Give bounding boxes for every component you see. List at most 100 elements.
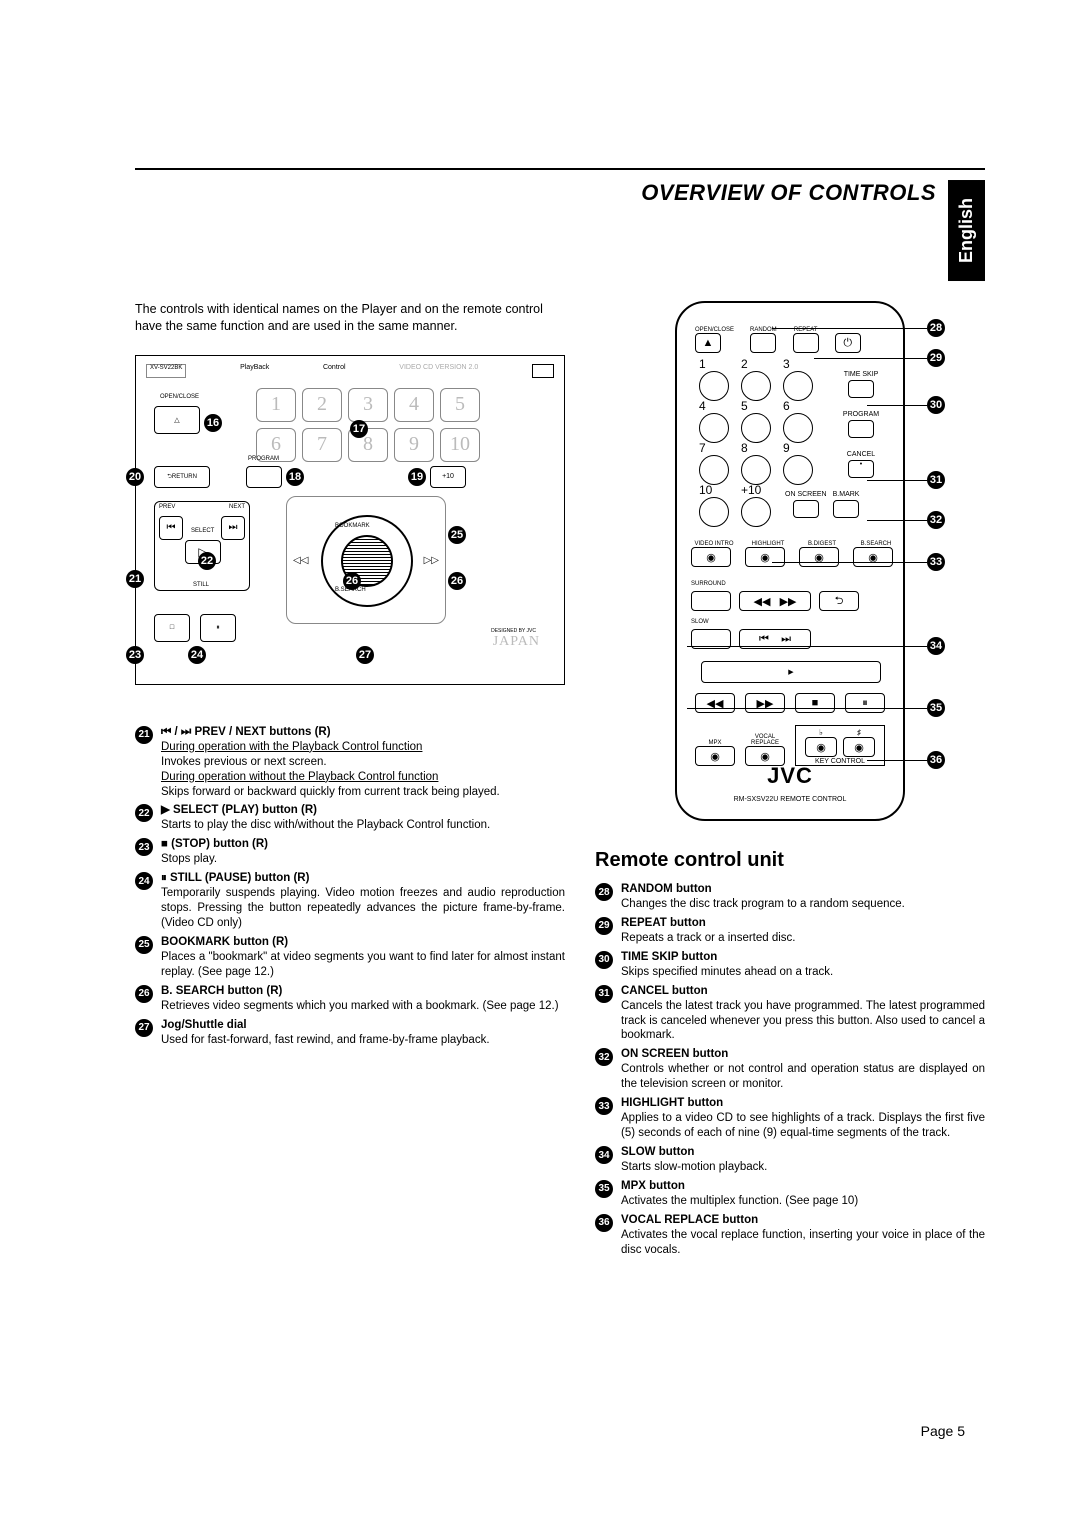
rm-n7: 7	[699, 441, 706, 455]
desc-item-31: 31CANCEL buttonCancels the latest track …	[595, 984, 985, 1044]
callout-21: 21	[126, 570, 144, 588]
rm-row-mpx: MPX◉ VOCAL REPLACE◉ ♭◉ ♯◉ KEY CONTROL	[695, 725, 885, 766]
rm-play-row: ▶	[701, 661, 881, 683]
desc-line: Starts to play the disc with/without the…	[161, 819, 490, 831]
pd-open-close: △	[154, 406, 200, 434]
desc-item-32: 32ON SCREEN buttonControls whether or no…	[595, 1047, 985, 1092]
rm-surround-label: SURROUND	[691, 581, 726, 587]
top-rule	[135, 168, 985, 170]
desc-line: Repeats a track or a inserted disc.	[621, 932, 796, 944]
desc-num: 29	[595, 917, 613, 935]
desc-item-28: 28RANDOM buttonChanges the disc track pr…	[595, 882, 985, 912]
desc-num: 36	[595, 1214, 613, 1232]
pd-num-1: 1	[256, 388, 296, 422]
desc-num: 35	[595, 1180, 613, 1198]
callout-22: 22	[198, 552, 216, 570]
content-columns: The controls with identical names on the…	[135, 301, 985, 1262]
desc-num: 27	[135, 1019, 153, 1037]
page-number: Page 5	[921, 1423, 965, 1439]
desc-line: Stops play.	[161, 853, 217, 865]
callout-26: 26	[448, 572, 466, 590]
rm-nplus10: +10	[741, 483, 761, 497]
pd-program	[246, 466, 282, 488]
desc-body: VOCAL REPLACE button Activates the vocal …	[621, 1213, 985, 1258]
rm-n3: 3	[783, 357, 790, 371]
rm-n10: 10	[699, 483, 712, 497]
rc-35: 35	[927, 699, 945, 717]
pd-plus10: +10	[430, 466, 466, 488]
desc-title: ⏸ STILL (PAUSE) button (R)	[161, 872, 309, 884]
remote-diagram: OPEN/CLOSE▲ RANDOM REPEAT ⏻ 1 2 3 4 5 6 …	[675, 301, 905, 821]
callout-23: 23	[126, 646, 144, 664]
rm-n9: 9	[783, 441, 790, 455]
desc-num: 32	[595, 1048, 613, 1066]
rm-logo: JVC	[677, 763, 903, 789]
callout-25: 25	[448, 526, 466, 544]
desc-line: Temporarily suspends playing. Video moti…	[161, 887, 565, 929]
callout-26b: 26	[343, 572, 361, 590]
rm-play: ▶	[701, 661, 881, 683]
desc-body: MPX buttonActivates the multiplex functi…	[621, 1179, 985, 1209]
callout-16: 16	[204, 414, 222, 432]
pd-still: ⏸	[200, 614, 236, 642]
desc-title: HIGHLIGHT button	[621, 1097, 723, 1109]
desc-line: During operation with the Playback Contr…	[161, 741, 422, 753]
desc-line: Activates the vocal replace function, in…	[621, 1229, 985, 1256]
desc-line: Used for fast-forward, fast rewind, and …	[161, 1034, 490, 1046]
rm-open-label: OPEN/CLOSE	[695, 327, 734, 333]
rm-repeat	[793, 333, 819, 353]
desc-num: 33	[595, 1097, 613, 1115]
pd-jog-box: BOOKMARK B.SEARCH ◁◁ ▷▷	[286, 496, 446, 624]
pd-japan: JAPAN	[493, 634, 540, 650]
callout-19: 19	[408, 468, 426, 486]
desc-title: CANCEL button	[621, 985, 708, 997]
desc-line: Controls whether or not control and oper…	[621, 1063, 985, 1090]
desc-body: ▶ SELECT (PLAY) button (R) Starts to play…	[161, 803, 565, 833]
desc-item-22: 22 ▶ SELECT (PLAY) button (R) Starts to pl…	[135, 803, 565, 833]
pd-jog-dial	[321, 515, 413, 607]
rm-row-video: VIDEO INTRO◉ HIGHLIGHT◉ B.DIGEST◉ B.SEAR…	[691, 541, 899, 567]
desc-item-29: 29REPEAT buttonRepeats a track or a inse…	[595, 916, 985, 946]
desc-item-24: 24⏸ STILL (PAUSE) button (R)Temporarily …	[135, 871, 565, 931]
pd-top-labels: XV-SV22BK PlayBack Control VIDEO CD VERS…	[146, 364, 554, 378]
pd-select-label: SELECT	[191, 528, 214, 534]
desc-line: Applies to a video CD to see highlights …	[621, 1112, 985, 1139]
pd-next-label: NEXT	[229, 504, 245, 510]
desc-line: Cancels the latest track you have progra…	[621, 1000, 985, 1042]
desc-item-26: 26B. SEARCH button (R)Retrieves video se…	[135, 984, 565, 1014]
pd-num-10: 10	[440, 428, 480, 462]
desc-num: 28	[595, 883, 613, 901]
rc-30: 30	[927, 396, 945, 414]
desc-title: ▶ SELECT (PLAY) button (R)	[161, 804, 317, 816]
rm-top-row: OPEN/CLOSE▲ RANDOM REPEAT ⏻	[695, 327, 861, 353]
callout-18: 18	[286, 468, 304, 486]
desc-item-36: 36 VOCAL REPLACE button Activates the voca…	[595, 1213, 985, 1258]
desc-body: ■ (STOP) button (R)Stops play.	[161, 837, 565, 867]
rm-side-program: PROGRAM	[837, 411, 885, 446]
desc-num: 23	[135, 838, 153, 856]
rc-33: 33	[927, 553, 945, 571]
rm-side-timeskip: TIME SKIP	[837, 371, 885, 406]
desc-line: Activates the multiplex function. (See p…	[621, 1195, 858, 1207]
desc-body: ⏸ STILL (PAUSE) button (R) Temporarily su…	[161, 871, 565, 931]
pd-prev-label: PREV	[159, 504, 175, 510]
pd-num-3: 3	[348, 388, 388, 422]
pd-program-label: PROGRAM	[248, 456, 279, 462]
desc-title: ⏮ / ⏭ PREV / NEXT buttons (R)	[161, 726, 331, 738]
rm-n4: 4	[699, 399, 706, 413]
desc-item-23: 23 ■ (STOP) button (R)Stops play.	[135, 837, 565, 867]
pd-still-label: STILL	[193, 582, 209, 588]
desc-title: VOCAL REPLACE button	[621, 1214, 758, 1226]
rm-power: ⏻	[835, 333, 861, 353]
callout-20: 20	[126, 468, 144, 486]
desc-line: During operation without the Playback Co…	[161, 771, 438, 783]
pd-return: ⮌ RETURN	[154, 466, 210, 488]
rm-n5: 5	[741, 399, 748, 413]
rc-34: 34	[927, 637, 945, 655]
remote-section-title: Remote control unit	[595, 849, 985, 872]
rm-n1: 1	[699, 357, 706, 371]
callout-17: 17	[350, 420, 368, 438]
remote-descriptions: 28RANDOM buttonChanges the disc track pr…	[595, 882, 985, 1258]
desc-num: 22	[135, 804, 153, 822]
pd-number-grid: 1 2 3 4 5 6 7 8 9 10	[256, 388, 496, 462]
